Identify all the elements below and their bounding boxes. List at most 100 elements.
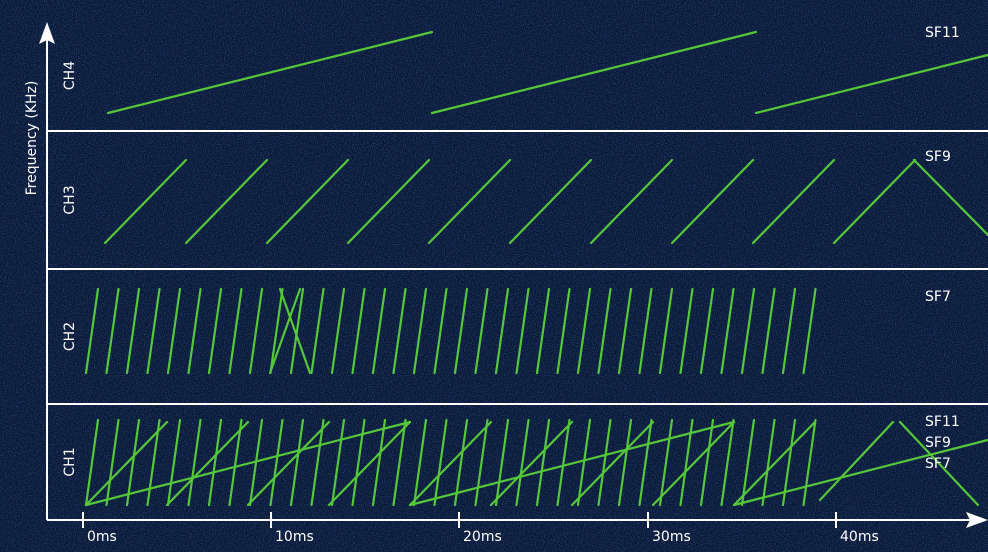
- chirp: [818, 420, 895, 502]
- chirp: [289, 287, 305, 375]
- sf-label: SF9: [925, 149, 951, 165]
- chirp: [732, 438, 988, 507]
- chirp: [699, 418, 715, 507]
- chirp: [494, 418, 510, 507]
- x-tick-label: 10ms: [275, 529, 314, 545]
- chirp: [570, 420, 655, 507]
- chirp: [515, 287, 530, 375]
- x-tick-label: 0ms: [87, 529, 117, 545]
- sf-label: SF11: [925, 25, 960, 41]
- sf-label: SF7: [925, 289, 951, 305]
- chirp: [166, 287, 182, 375]
- chirp: [392, 418, 407, 507]
- separators: [47, 130, 988, 405]
- chirp: [589, 158, 674, 245]
- chirp: [912, 158, 988, 237]
- chirp: [474, 418, 489, 507]
- chirp: [371, 287, 387, 375]
- chirp: [165, 420, 250, 507]
- chirp: [433, 418, 448, 507]
- chirp: [228, 287, 243, 375]
- chirp: [651, 420, 736, 507]
- chirp: [658, 287, 674, 375]
- channel-label: CH3: [62, 185, 78, 214]
- chirp: [327, 420, 412, 507]
- chirp: [597, 418, 612, 507]
- chirp: [207, 287, 223, 375]
- x-tick-label: 20ms: [463, 529, 502, 545]
- chirp: [720, 287, 735, 375]
- chirp: [754, 53, 988, 115]
- chirp: [289, 418, 305, 507]
- chirp: [535, 418, 551, 507]
- chirp: [330, 418, 346, 507]
- chirps: [84, 30, 988, 507]
- chirp: [670, 158, 755, 245]
- x-tick-label: 30ms: [652, 529, 691, 545]
- chirp: [103, 158, 188, 245]
- chirp: [638, 418, 653, 507]
- chirp: [576, 287, 592, 375]
- chirp: [751, 158, 836, 245]
- x-tick-label: 40ms: [840, 529, 879, 545]
- chirp: [453, 418, 469, 507]
- chirp: [408, 420, 736, 507]
- chirp: [248, 287, 264, 375]
- chirp: [427, 158, 512, 245]
- chirp: [106, 30, 434, 115]
- chirp: [433, 287, 448, 375]
- chirp: [146, 287, 161, 375]
- chirp: [84, 420, 169, 507]
- chirp: [84, 287, 100, 375]
- chirp: [617, 287, 633, 375]
- chirp: [246, 420, 331, 507]
- chirp: [166, 418, 182, 507]
- chirp: [408, 420, 493, 507]
- chirp: [556, 287, 571, 375]
- chirp: [832, 158, 917, 245]
- chirp: [84, 420, 412, 507]
- sf-label: SF7: [925, 456, 951, 472]
- chirp: [84, 418, 100, 507]
- y-axis-label: Frequency (KHz): [24, 81, 40, 196]
- sf-label: SF9: [925, 435, 951, 451]
- chirp: [494, 287, 510, 375]
- chirp: [412, 287, 428, 375]
- chirp: [617, 418, 633, 507]
- chirp: [207, 418, 223, 507]
- chirp: [761, 287, 776, 375]
- channel-label: CH1: [62, 447, 78, 476]
- chirp: [105, 418, 120, 507]
- chirp: [508, 158, 593, 245]
- sf-label: SF11: [925, 414, 960, 430]
- chirp: [146, 418, 161, 507]
- chirp: [515, 418, 530, 507]
- chirp: [228, 418, 243, 507]
- chirp: [265, 158, 350, 245]
- chirp: [898, 420, 980, 507]
- chirp: [269, 418, 284, 507]
- chirp: [740, 418, 756, 507]
- chirp: [489, 420, 574, 507]
- chirp: [679, 287, 694, 375]
- chirp: [105, 287, 120, 375]
- chirp: [740, 287, 756, 375]
- chirp: [269, 287, 284, 375]
- chirp: [187, 418, 202, 507]
- chirp: [330, 287, 346, 375]
- chirp: [268, 287, 302, 375]
- chirp: [187, 287, 202, 375]
- chirp: [597, 287, 612, 375]
- chirp: [535, 287, 551, 375]
- chirp: [802, 287, 817, 375]
- chirp: [310, 418, 325, 507]
- chirp: [720, 418, 735, 507]
- chirp: [638, 287, 653, 375]
- chirp: [474, 287, 489, 375]
- chirp: [781, 287, 797, 375]
- chirp: [278, 287, 312, 375]
- chirp: [125, 418, 141, 507]
- chirp: [699, 287, 715, 375]
